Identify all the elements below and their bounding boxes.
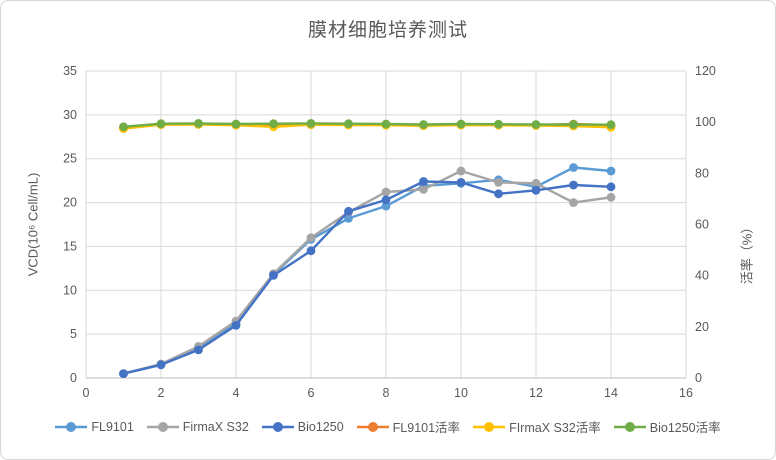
series-marker-Bio1250活率 xyxy=(419,120,428,129)
x-tick-label: 4 xyxy=(233,386,240,400)
series-marker-Bio1250 xyxy=(156,360,166,370)
series-marker-FirmaX S32 xyxy=(569,198,578,208)
series-marker-Bio1250活率 xyxy=(194,119,203,128)
series-marker-Bio1250活率 xyxy=(119,122,128,132)
legend: FL9101 FirmaX S32 Bio1250 FL9101活率 FIrmaX S3… xyxy=(1,417,775,436)
y-right-tick-label: 80 xyxy=(695,166,709,180)
series-marker-Bio1250 xyxy=(456,178,466,187)
legend-label: FIrmaX S32活率 xyxy=(509,421,601,435)
legend-marker-icon xyxy=(473,421,506,432)
x-tick-label: 0 xyxy=(83,386,90,400)
legend-marker-icon xyxy=(613,421,646,432)
series-marker-Bio1250活率 xyxy=(344,119,353,129)
series-marker-FL9101 xyxy=(381,201,391,211)
series-marker-Bio1250活率 xyxy=(531,120,541,129)
y-right-tick-label: 60 xyxy=(695,218,709,232)
series-marker-Bio1250活率 xyxy=(381,119,391,129)
legend-label: Bio1250活率 xyxy=(649,421,721,435)
series-marker-FirmaX S32 xyxy=(494,178,503,187)
y-left-tick-label: 0 xyxy=(70,371,77,385)
y-left-tick-label: 25 xyxy=(63,152,77,166)
series-marker-FirmaX S32 xyxy=(456,166,466,176)
legend-marker-icon xyxy=(356,421,389,432)
series-marker-FirmaX S32 xyxy=(381,187,391,197)
series-marker-Bio1250 xyxy=(269,271,278,280)
x-tick-label: 6 xyxy=(308,386,315,400)
x-tick-label: 10 xyxy=(454,386,468,400)
series-marker-FirmaX S32 xyxy=(531,178,541,188)
legend-item-FL9101: FL9101 xyxy=(55,419,134,434)
x-tick-label: 14 xyxy=(604,386,618,400)
y-right-tick-label: 20 xyxy=(695,320,709,334)
y-right-tick-label: 40 xyxy=(695,269,709,283)
series-marker-Bio1250 xyxy=(606,182,616,192)
legend-label: FL9101 xyxy=(91,419,134,434)
series-line-FirmaX S32 xyxy=(122,169,613,375)
series-marker-Bio1250 xyxy=(306,246,316,256)
x-tick-label: 2 xyxy=(158,386,165,400)
legend-item-FIrmaX S32活率: FIrmaX S32活率 xyxy=(473,417,601,436)
series-marker-Bio1250 xyxy=(569,180,578,190)
series-marker-Bio1250活率 xyxy=(456,119,466,129)
legend-marker-icon xyxy=(261,421,294,432)
y-left-tick-label: 10 xyxy=(63,283,77,297)
series-marker-Bio1250活率 xyxy=(156,119,166,129)
y-right-tick-label: 0 xyxy=(695,371,702,385)
x-tick-label: 8 xyxy=(383,386,390,400)
series-marker-Bio1250 xyxy=(381,195,391,205)
y-left-tick-label: 15 xyxy=(63,239,77,253)
legend-marker-icon xyxy=(55,421,88,432)
series-marker-Bio1250活率 xyxy=(231,119,241,129)
series-marker-Bio1250 xyxy=(344,206,353,216)
series-marker-Bio1250 xyxy=(194,345,203,355)
y-left-tick-label: 30 xyxy=(63,108,77,122)
series-marker-Bio1250 xyxy=(231,321,241,330)
series-line-Bio1250活率 xyxy=(122,122,613,128)
series-line-Bio1250 xyxy=(122,180,613,375)
series-marker-FirmaX S32 xyxy=(606,192,616,202)
series-marker-Bio1250 xyxy=(119,369,128,378)
series-marker-Bio1250 xyxy=(419,177,428,186)
series-marker-Bio1250 xyxy=(494,189,503,199)
series-marker-FL9101 xyxy=(569,163,578,172)
y-left-tick-label: 5 xyxy=(70,327,77,341)
legend-item-Bio1250活率: Bio1250活率 xyxy=(613,417,721,436)
y-left-tick-label: 35 xyxy=(63,64,77,78)
legend-label: Bio1250 xyxy=(297,419,344,434)
x-tick-label: 12 xyxy=(529,386,543,400)
chart-title: 膜材细胞培养测试 xyxy=(307,20,468,41)
x-tick-label: 16 xyxy=(679,386,693,400)
series-marker-FL9101 xyxy=(344,214,353,223)
series-marker-Bio1250活率 xyxy=(494,119,503,129)
legend-item-FL9101活率: FL9101活率 xyxy=(356,417,461,436)
series-marker-Bio1250活率 xyxy=(569,120,578,129)
y-right-tick-label: 100 xyxy=(695,115,716,129)
legend-label: FL9101活率 xyxy=(392,421,461,435)
legend-item-Bio1250: Bio1250 xyxy=(261,419,344,434)
legend-label: FirmaX S32 xyxy=(182,419,249,434)
series-marker-Bio1250活率 xyxy=(306,119,316,128)
series-marker-FL9101 xyxy=(606,166,616,176)
legend-marker-icon xyxy=(146,421,179,432)
y-right-tick-label: 120 xyxy=(695,64,716,78)
y-left-tick-label: 20 xyxy=(63,196,77,210)
series-marker-Bio1250活率 xyxy=(269,119,278,129)
legend-item-FirmaX S32: FirmaX S32 xyxy=(146,419,249,434)
series-marker-FirmaX S32 xyxy=(306,233,316,243)
series-marker-Bio1250 xyxy=(531,185,541,195)
series-marker-FirmaX S32 xyxy=(419,185,428,194)
series-marker-Bio1250活率 xyxy=(606,120,616,130)
